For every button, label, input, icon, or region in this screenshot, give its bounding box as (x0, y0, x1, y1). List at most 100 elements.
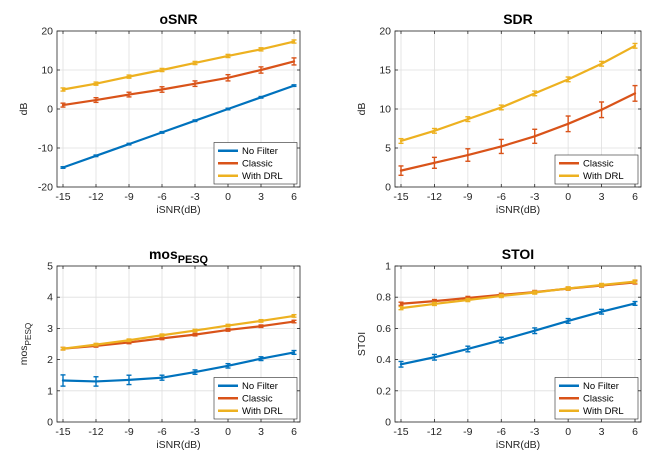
legend-label: No Filter (242, 146, 278, 157)
data-point (94, 98, 98, 102)
data-point (566, 319, 570, 323)
x-tick-label: -9 (463, 426, 472, 438)
data-point (127, 378, 131, 382)
axes-box (56, 265, 301, 423)
x-tick-label: 0 (225, 426, 231, 438)
x-tick-label: 6 (632, 426, 638, 438)
series-with-drl (398, 42, 638, 145)
data-point (259, 48, 263, 51)
y-tick-label: 0.4 (376, 354, 391, 366)
data-point (259, 96, 263, 99)
data-point (127, 93, 131, 96)
x-tick-label: -15 (55, 426, 70, 438)
legend-label: Classic (242, 159, 273, 170)
series-no-filter (60, 349, 297, 387)
y-tick-label: 4 (47, 292, 53, 304)
legend-label: Classic (242, 394, 273, 405)
data-point (399, 302, 403, 305)
axes-box (394, 265, 642, 423)
data-point (226, 107, 230, 111)
data-point (292, 351, 296, 354)
y-axis-label-main: dB (356, 103, 368, 116)
y-tick-label: 0 (47, 417, 53, 429)
data-point (94, 154, 98, 157)
y-tick-label: 0.8 (376, 292, 391, 304)
y-axis-label-main: dB (18, 103, 30, 116)
x-tick-label: -12 (88, 426, 103, 438)
x-tick-label: -15 (393, 191, 408, 203)
series-with-drl (60, 313, 297, 351)
data-point (193, 119, 197, 122)
data-point (259, 68, 263, 72)
chart-title-main: SDR (503, 11, 533, 27)
data-point (500, 294, 503, 298)
data-point (94, 343, 98, 346)
x-tick-label: 6 (291, 191, 297, 203)
data-point (193, 61, 197, 65)
series-line (62, 351, 295, 383)
series-line (400, 302, 636, 366)
y-tick-label: 20 (379, 26, 391, 38)
legend-label: With DRL (583, 406, 624, 417)
data-point (566, 287, 570, 290)
data-point (94, 380, 98, 383)
chart-panel-4: -15 -12 -9 -6 -3 0 3 6 0 0.2 0.4 0.6 0.8 1 iSNR(dB) STO… (356, 246, 642, 451)
x-tick-label: -3 (190, 426, 199, 438)
data-point (500, 106, 503, 109)
x-tick-label: 0 (225, 191, 231, 203)
y-tick-label: 0 (47, 104, 53, 116)
y-axis-label-main: mos (18, 345, 30, 365)
data-point (94, 82, 98, 85)
x-tick-label: 3 (599, 191, 605, 203)
x-tick-label: -12 (88, 191, 103, 203)
y-tick-label: 20 (41, 26, 53, 38)
data-point (566, 78, 570, 81)
data-point (193, 329, 197, 332)
chart-title: mosPESQ (149, 246, 209, 266)
data-point (500, 338, 503, 342)
x-tick-label: 0 (565, 426, 571, 438)
series-no-filter (60, 84, 297, 169)
legend-label: With DRL (242, 171, 283, 182)
chart-title: oSNR (159, 11, 197, 27)
data-point (160, 337, 164, 340)
data-point (633, 280, 637, 283)
series-line (62, 60, 295, 107)
y-tick-label: 0 (385, 417, 391, 429)
data-point (399, 363, 403, 366)
data-point (160, 131, 164, 134)
legend-label: With DRL (242, 406, 283, 417)
data-point (292, 40, 296, 43)
x-tick-label: -6 (497, 426, 506, 438)
legend-label: Classic (583, 159, 614, 170)
series-no-filter (398, 300, 638, 368)
x-tick-label: 3 (258, 191, 264, 203)
y-tick-label: 0.6 (376, 323, 391, 335)
x-tick-label: -6 (157, 426, 166, 438)
x-tick-label: 0 (565, 191, 571, 203)
data-point (533, 329, 536, 332)
data-point (61, 88, 65, 91)
x-tick-label: -12 (427, 426, 442, 438)
x-tick-label: -6 (157, 191, 166, 203)
y-tick-label: 5 (385, 143, 391, 155)
x-axis-label-main: iSNR(dB) (156, 439, 200, 451)
legend-label: With DRL (583, 171, 624, 182)
data-point (533, 291, 536, 294)
data-point (533, 92, 536, 95)
y-axis-label: STOI (356, 332, 368, 356)
x-tick-label: -6 (497, 191, 506, 203)
x-tick-label: -15 (393, 426, 408, 438)
series-line (400, 92, 636, 172)
data-point (466, 298, 470, 302)
data-point (433, 356, 436, 359)
data-point (226, 54, 230, 58)
data-point (259, 357, 263, 360)
chart-title-main: mos (149, 246, 178, 262)
data-point (226, 324, 230, 327)
data-point (259, 319, 263, 323)
data-point (226, 328, 230, 332)
